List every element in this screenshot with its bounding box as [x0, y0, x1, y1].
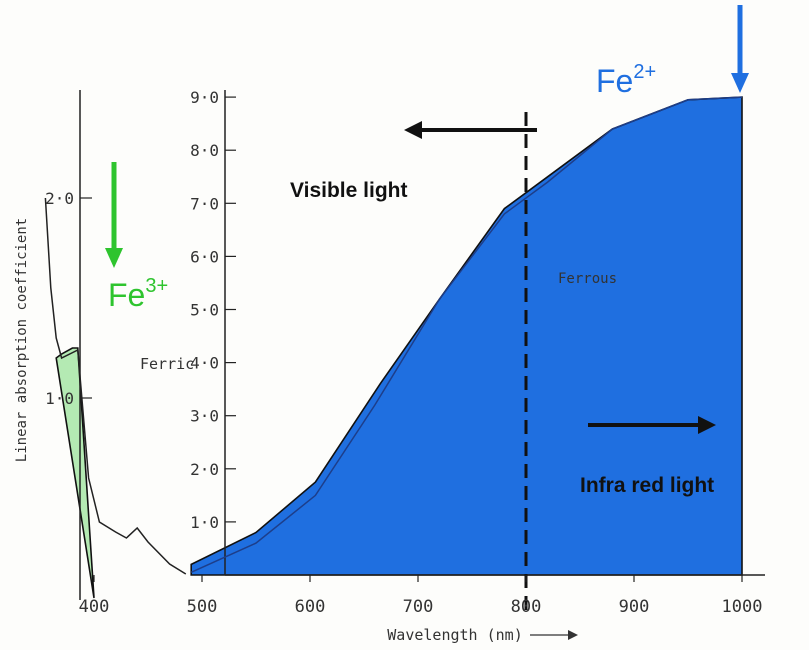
highlight-area-fe2 [190, 96, 743, 576]
right-y-tick-label-6: 6·0 [190, 247, 219, 266]
fe2-ion-label: Fe2+ [596, 61, 656, 99]
ferrous-curve-label: Ferrous [558, 271, 617, 287]
right-y-tick-label-5: 5·0 [190, 301, 219, 320]
left-y-axis-label: Linear absorption coefficient [14, 218, 30, 462]
right-y-tick-label-9: 9·0 [190, 88, 219, 107]
right-y-tick-label-3: 3·0 [190, 407, 219, 426]
x-axis-arrow-head [568, 630, 578, 640]
x-tick-label-1000: 1000 [722, 597, 763, 617]
fe3-ion-label: Fe3+ [108, 275, 168, 313]
visible-light-arrow-head [404, 121, 422, 139]
right-y-tick-label-1: 1·0 [190, 513, 219, 532]
fe2-arrow-head [731, 73, 749, 93]
x-tick-label-700: 700 [403, 597, 434, 617]
visible-light-label: Visible light [290, 179, 407, 202]
x-tick-label-900: 900 [619, 597, 650, 617]
infrared-light-arrow-head [698, 416, 716, 434]
x-axis-label: Wavelength (nm) [387, 626, 522, 644]
right-y-tick-label-4: 4·0 [190, 354, 219, 373]
x-tick-label-800: 800 [511, 597, 542, 617]
fe3-arrow-head [105, 248, 123, 268]
x-tick-label-400: 400 [79, 597, 110, 617]
left-y-tick-label-1: 1·0 [45, 389, 74, 408]
x-tick-label-600: 600 [295, 597, 326, 617]
ferric-curve-label: Ferric [140, 355, 194, 373]
left-y-tick-label-2: 2·0 [45, 189, 74, 208]
infrared-light-label: Infra red light [580, 474, 714, 497]
x-tick-label-500: 500 [187, 597, 218, 617]
right-y-tick-label-7: 7·0 [190, 194, 219, 213]
right-y-tick-label-2: 2·0 [190, 460, 219, 479]
series-line-ferrous [190, 96, 743, 573]
series-line-ferric [44, 197, 187, 575]
right-y-tick-label-8: 8·0 [190, 141, 219, 160]
